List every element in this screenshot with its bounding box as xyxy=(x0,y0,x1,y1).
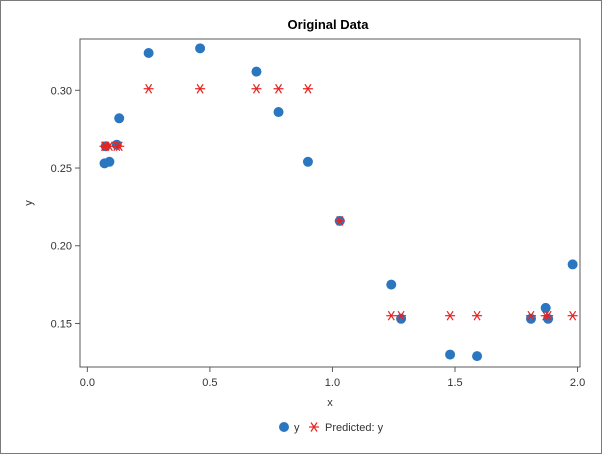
data-point-predicted-y xyxy=(386,310,397,321)
x-tick-label: 0.5 xyxy=(202,377,217,389)
data-point-predicted-y xyxy=(251,83,262,94)
data-point-predicted-y xyxy=(195,83,206,94)
legend-circle-marker xyxy=(279,422,289,432)
legend-label-y: y xyxy=(294,422,300,434)
data-point-predicted-y xyxy=(114,141,125,152)
x-tick-label: 1.0 xyxy=(325,377,340,389)
data-point-y xyxy=(472,351,483,362)
data-point-predicted-y xyxy=(543,310,554,321)
data-point-y xyxy=(143,47,154,58)
data-point-y xyxy=(540,302,551,313)
data-point-y xyxy=(104,156,115,167)
data-point-predicted-y xyxy=(567,310,578,321)
series-layer xyxy=(99,43,578,362)
data-point-predicted-y xyxy=(445,310,456,321)
data-point-predicted-y xyxy=(143,83,154,94)
data-point-y xyxy=(386,279,397,290)
x-tick-label: 1.5 xyxy=(447,377,462,389)
data-point-y xyxy=(396,313,407,324)
legend-label-predicted-y: Predicted: y xyxy=(325,422,384,434)
data-point-y xyxy=(445,349,456,360)
x-axis-label: x xyxy=(327,397,333,409)
data-point-y xyxy=(114,113,125,124)
data-point-predicted-y xyxy=(396,310,407,321)
data-point-predicted-y xyxy=(334,216,345,226)
data-point-y xyxy=(251,66,262,77)
legend: y Predicted: y xyxy=(279,422,384,434)
data-point-y xyxy=(195,43,206,54)
legend-asterisk-marker xyxy=(309,422,319,432)
data-point-y xyxy=(273,107,284,118)
data-point-predicted-y xyxy=(525,310,536,321)
y-axis-label: y xyxy=(23,200,35,206)
chart-title: Original Data xyxy=(288,17,370,32)
plot-area xyxy=(79,38,581,368)
y-tick-label: 0.25 xyxy=(51,163,72,175)
y-tick-label: 0.30 xyxy=(51,85,72,97)
y-tick-label: 0.15 xyxy=(51,318,72,330)
data-point-y xyxy=(302,156,313,167)
data-point-predicted-y xyxy=(472,310,483,321)
data-point-predicted-y xyxy=(302,83,313,94)
data-point-predicted-y xyxy=(273,83,284,94)
x-tick-label: 2.0 xyxy=(570,377,585,389)
y-tick-label: 0.20 xyxy=(51,241,72,253)
y-axis: 0.15 0.20 0.25 0.30 xyxy=(51,85,80,330)
x-axis: 0.0 0.5 1.0 1.5 2.0 xyxy=(80,367,585,389)
data-point-y xyxy=(567,259,578,270)
x-tick-label: 0.0 xyxy=(80,377,95,389)
data-point-y xyxy=(525,313,536,324)
